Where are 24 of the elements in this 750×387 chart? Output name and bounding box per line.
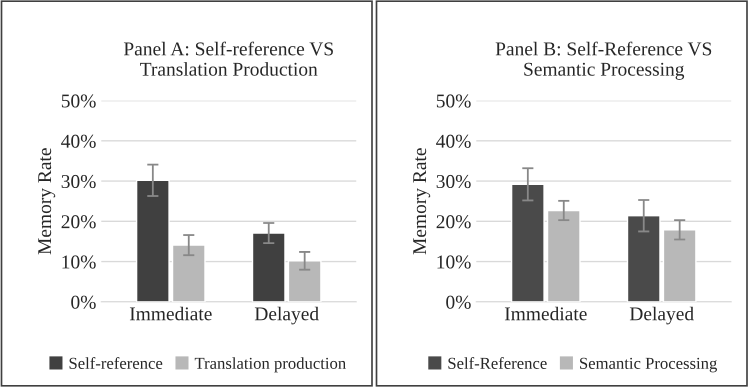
y-tick-label: 40% xyxy=(436,134,471,148)
y-tick-label: 30% xyxy=(62,174,96,188)
legend-label: Self-reference xyxy=(70,357,162,369)
x-tick-label: Immediate xyxy=(130,306,212,320)
legend-label: Self-Reference xyxy=(448,357,547,369)
chart-title: Panel B: Self-Reference VS Semantic Processing xyxy=(496,42,712,80)
y-axis-title: Memory Rate xyxy=(413,148,430,254)
y-tick-label: 20% xyxy=(62,215,96,228)
y-tick-label: 10% xyxy=(437,255,471,269)
y-tick-label: 40% xyxy=(61,134,96,148)
y-tick-label: 50% xyxy=(62,94,96,108)
y-tick-label: 20% xyxy=(436,215,471,228)
legend-label: Semantic Processing xyxy=(580,358,717,372)
chart-title: Panel A: Self-reference VS Translation Production xyxy=(124,42,333,76)
x-tick-label: Immediate xyxy=(504,306,587,320)
y-tick-label: 10% xyxy=(62,255,96,269)
y-tick-label: 30% xyxy=(436,174,471,188)
y-tick-label: 0% xyxy=(446,296,471,309)
legend-label: Translation production xyxy=(194,357,346,372)
x-tick-label: Delayed xyxy=(254,306,319,324)
y-axis-title: Memory Rate xyxy=(38,148,56,254)
y-tick-label: 50% xyxy=(436,94,471,108)
x-tick-label: Delayed xyxy=(630,306,694,324)
y-tick-label: 0% xyxy=(71,296,96,309)
